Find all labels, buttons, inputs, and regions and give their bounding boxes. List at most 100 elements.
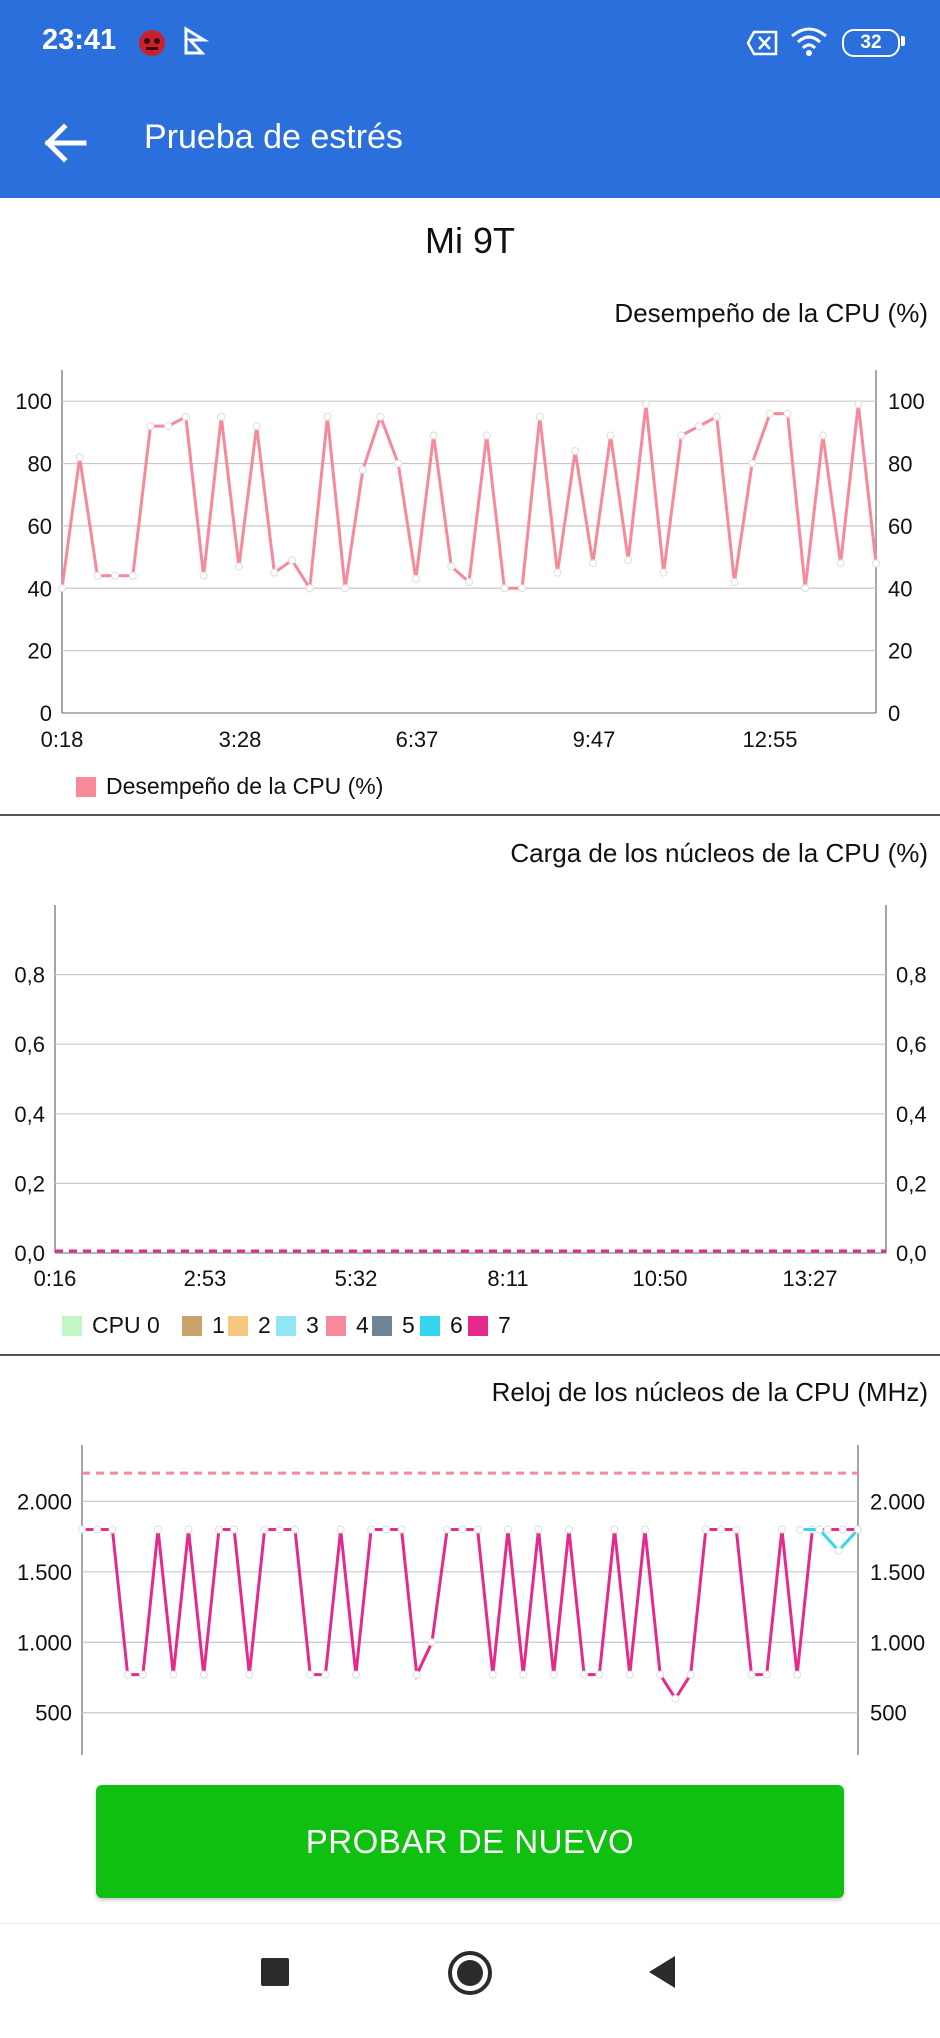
performance-series-line-point: [358, 465, 367, 474]
section-divider: [0, 814, 940, 816]
legend-label: 7: [498, 1312, 511, 1338]
legend-item-core: 2: [228, 1312, 271, 1339]
core-7-clock-line-point: [78, 1525, 86, 1534]
y-tick-label-right: 0: [888, 701, 900, 726]
legend-swatch: [228, 1315, 248, 1336]
core-7-clock-line-point: [306, 1670, 315, 1679]
performance-series-line-point: [836, 559, 845, 568]
legend-swatch: [276, 1315, 296, 1336]
core-7-clock-line-point: [610, 1525, 619, 1534]
core-7-clock-line-point: [184, 1525, 193, 1534]
y-tick-label-right: 0,2: [896, 1171, 927, 1196]
legend-item-core: 7: [468, 1312, 511, 1339]
core-7-clock-line-point: [443, 1525, 452, 1534]
core-7-clock-line-point: [777, 1525, 786, 1534]
x-tick-label: 5:32: [335, 1266, 378, 1291]
legend-label: 1: [212, 1312, 225, 1338]
legend-label: 3: [306, 1312, 319, 1338]
legend-label: 2: [258, 1312, 271, 1338]
performance-series-line-point: [801, 584, 810, 593]
y-tick-label: 1.500: [17, 1560, 72, 1585]
performance-series-line-point: [305, 584, 314, 593]
core-7-clock-line-point: [656, 1670, 665, 1679]
battery-level: 32: [860, 32, 882, 53]
performance-series-line-point: [659, 568, 668, 577]
performance-series-line-point: [270, 568, 279, 577]
core-6-clock-line-point: [796, 1525, 804, 1534]
core-7-clock-line-point: [793, 1670, 802, 1679]
y-tick-label-right: 0,4: [896, 1102, 927, 1127]
back-button[interactable]: [645, 1954, 677, 1990]
core-7-clock-line-point: [504, 1525, 513, 1534]
core-7-clock-line-point: [732, 1525, 741, 1534]
home-button[interactable]: [448, 1951, 492, 1995]
y-tick-label-right: 20: [888, 639, 912, 664]
core-7-clock-line-point: [458, 1525, 467, 1534]
y-tick-label-right: 40: [888, 576, 912, 601]
y-tick-label: 80: [28, 452, 52, 477]
y-tick-label: 0: [40, 701, 52, 726]
y-tick-label: 0,8: [14, 963, 45, 988]
performance-series-line-point: [712, 412, 721, 421]
performance-series-line-point: [553, 568, 562, 577]
back-arrow-icon[interactable]: [40, 118, 90, 168]
core-7-clock-line-point: [686, 1670, 695, 1679]
y-tick-label: 0,2: [14, 1171, 45, 1196]
x-tick-label: 6:37: [396, 727, 439, 752]
legend-label: CPU 0: [92, 1312, 160, 1338]
legend-swatch: [62, 1315, 82, 1336]
legend-item-core: 6: [420, 1312, 463, 1339]
core-7-clock-line-point: [351, 1670, 360, 1679]
core-7-clock-line-point: [473, 1525, 482, 1534]
bolt-notification-icon: [184, 26, 210, 55]
performance-series-line: [60, 404, 878, 593]
chart-title-core-load: Carga de los núcleos de la CPU (%): [510, 838, 928, 868]
legend-label: Desempeño de la CPU (%): [106, 773, 384, 799]
performance-series-line-point: [164, 422, 173, 431]
x-tick-label: 9:47: [573, 727, 616, 752]
x-tick-label: 3:28: [219, 727, 262, 752]
core-7-clock-line-point: [412, 1670, 421, 1679]
performance-series-line-point: [75, 453, 84, 462]
core-7-clock-line-point: [701, 1525, 710, 1534]
performance-series-line-point: [482, 431, 491, 440]
core-7-clock-line-point: [336, 1525, 345, 1534]
retry-test-button[interactable]: PROBAR DE NUEVO: [96, 1785, 844, 1898]
x-tick-label: 0:16: [34, 1266, 77, 1291]
core-7-clock-line-point: [382, 1525, 391, 1534]
performance-series-line-point: [465, 578, 473, 587]
chart-title-core-clock: Reloj de los núcleos de la CPU (MHz): [491, 1377, 928, 1407]
performance-series-line-point: [341, 584, 350, 593]
performance-series-line-point: [394, 459, 403, 468]
x-tick-label: 2:53: [184, 1266, 227, 1291]
core-7-clock-line-point: [625, 1670, 634, 1679]
core-7-clock-line-point: [138, 1670, 147, 1679]
y-tick-label: 2.000: [17, 1489, 72, 1514]
y-tick-label-right: 500: [870, 1701, 907, 1726]
core-7-clock-line-point: [488, 1670, 497, 1679]
core-7-clock-line-point: [260, 1525, 269, 1534]
performance-series-line-point: [58, 584, 66, 593]
core-7-clock-line-point: [671, 1694, 680, 1703]
core-load-legend: CPU 0 1 2 3 4 5 6 7: [62, 1312, 922, 1342]
core-7-clock-line-point: [838, 1525, 847, 1534]
y-tick-label: 20: [28, 639, 52, 664]
core-7-clock-line-point: [93, 1525, 102, 1534]
performance-series-line-point: [234, 562, 243, 571]
core-7-clock-line-point: [519, 1670, 528, 1679]
performance-chart: 0 0 20 20 40 40 60 60 80 80 100 100 0:18 3:28 6:37 9:47…: [15, 370, 925, 752]
core-6-clock-line: [800, 1528, 860, 1553]
x-tick-label: 0:18: [41, 727, 84, 752]
battery-icon: 32: [842, 29, 900, 57]
core-7-clock-line-point: [564, 1525, 573, 1534]
performance-series-line-point: [217, 412, 226, 421]
app-bar: 23:41 32 Prueba de estrés: [0, 0, 940, 198]
app-notification-icon: [139, 30, 165, 56]
legend-swatch: [76, 776, 96, 797]
performance-series-line-point: [500, 584, 509, 593]
performance-series-line-point: [518, 584, 527, 593]
x-tick-label: 13:27: [782, 1266, 837, 1291]
performance-series-line-point: [765, 409, 774, 418]
y-tick-label-right: 2.000: [870, 1489, 925, 1514]
recents-button[interactable]: [261, 1958, 289, 1986]
